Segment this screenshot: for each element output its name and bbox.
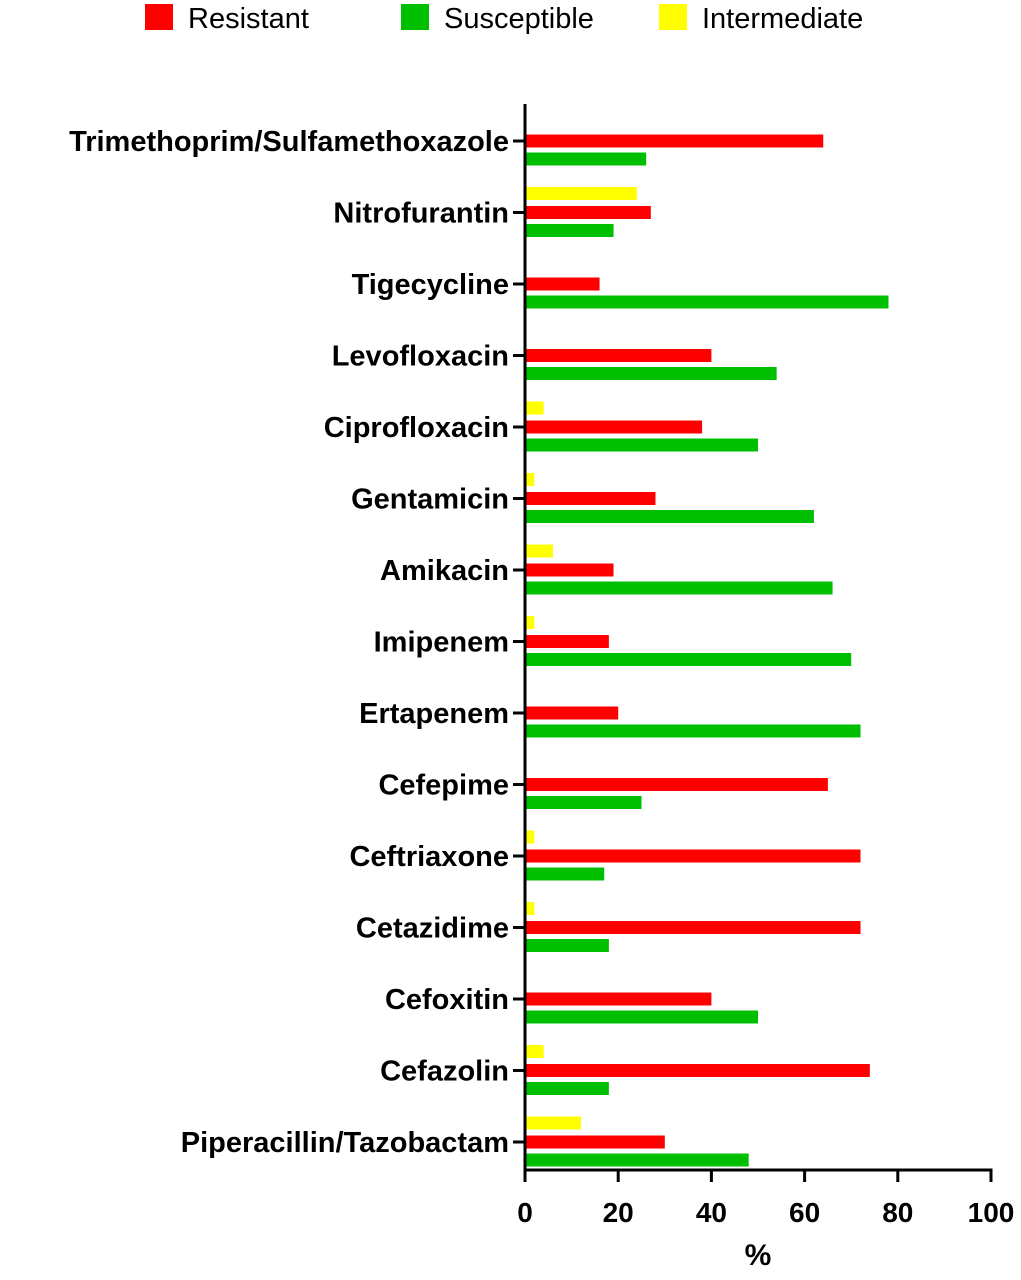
bar-intermediate-cetazidime <box>525 902 535 915</box>
bar-susceptible-levofloxacin <box>525 367 777 380</box>
category-label: Tigecycline <box>352 269 509 301</box>
legend-swatch-resistant <box>145 4 173 30</box>
category-label: Imipenem <box>374 627 509 659</box>
x-tick-label: 100 <box>968 1197 1015 1228</box>
bar-susceptible-gentamicin <box>525 510 814 523</box>
bar-resistant-imipenem <box>525 635 609 648</box>
bar-susceptible-cefazolin <box>525 1082 609 1095</box>
bar-intermediate-amikacin <box>525 544 553 558</box>
bar-susceptible-amikacin <box>525 581 833 595</box>
category-labels: Trimethoprim/Sulfamethoxazole Nitrofurant… <box>69 126 509 1159</box>
legend-label-susceptible: Susceptible <box>444 3 594 35</box>
bar-susceptible-ceftriaxone <box>525 867 605 881</box>
x-tick-label: 40 <box>696 1197 727 1228</box>
bar-intermediate-imipenem <box>525 616 535 629</box>
legend-label-resistant: Resistant <box>188 3 309 35</box>
bar-resistant-ceftriaxone <box>525 849 861 863</box>
category-label: Cefepime <box>378 770 509 802</box>
bar-resistant-nitrofurantin <box>525 206 651 219</box>
category-label: Trimethoprim/Sulfamethoxazole <box>69 126 509 158</box>
x-tick-label: 60 <box>789 1197 820 1228</box>
category-label: Levofloxacin <box>332 341 509 373</box>
bar-resistant-tigecycline <box>525 277 600 291</box>
x-tick-label: 80 <box>882 1197 913 1228</box>
x-tick-label: 20 <box>603 1197 634 1228</box>
x-tick-label: 0 <box>517 1197 533 1228</box>
bar-intermediate-gentamicin <box>525 473 535 486</box>
bar-susceptible-piperacillin-tazobactam <box>525 1153 749 1167</box>
bar-resistant-amikacin <box>525 563 614 577</box>
category-label: Ceftriaxone <box>349 841 509 873</box>
bar-susceptible-tigecycline <box>525 295 889 309</box>
bar-resistant-cefoxitin <box>525 992 712 1006</box>
bar-resistant-cefazolin <box>525 1064 870 1077</box>
bar-intermediate-nitrofurantin <box>525 187 637 200</box>
bar-resistant-ertapenem <box>525 706 619 720</box>
x-axis-title: % <box>745 1239 772 1272</box>
bar-intermediate-ciprofloxacin <box>525 401 544 415</box>
category-label: Nitrofurantin <box>333 198 509 230</box>
bar-intermediate-ceftriaxone <box>525 830 535 844</box>
bar-resistant-trimethoprim-sulfamethoxazole <box>525 134 824 148</box>
category-label: Cefoxitin <box>385 984 509 1016</box>
bar-intermediate-piperacillin-tazobactam <box>525 1116 581 1130</box>
bar-susceptible-ertapenem <box>525 724 861 738</box>
bar-intermediate-cefazolin <box>525 1045 544 1058</box>
bar-resistant-cetazidime <box>525 921 861 934</box>
bar-susceptible-cetazidime <box>525 939 609 952</box>
legend-swatch-intermediate <box>659 4 687 30</box>
bar-group <box>525 134 889 1167</box>
x-ticks: 0 20 40 60 80 100 <box>517 1170 1014 1228</box>
legend-swatch-susceptible <box>401 4 429 30</box>
legend-label-intermediate: Intermediate <box>702 3 863 35</box>
category-label: Ciprofloxacin <box>324 412 509 444</box>
category-label: Piperacillin/Tazobactam <box>181 1127 509 1159</box>
bar-resistant-piperacillin-tazobactam <box>525 1135 665 1149</box>
category-label: Gentamicin <box>351 484 509 516</box>
bar-susceptible-trimethoprim-sulfamethoxazole <box>525 152 647 166</box>
category-label: Amikacin <box>380 555 509 587</box>
category-label: Cefazolin <box>380 1056 509 1088</box>
bar-susceptible-imipenem <box>525 653 852 666</box>
legend: Resistant Susceptible Intermediate <box>145 3 863 35</box>
bar-resistant-cefepime <box>525 778 828 791</box>
bar-resistant-ciprofloxacin <box>525 420 703 434</box>
bar-resistant-gentamicin <box>525 492 656 505</box>
category-label: Ertapenem <box>359 698 509 730</box>
axes <box>513 104 993 1172</box>
bar-susceptible-nitrofurantin <box>525 224 614 237</box>
bar-resistant-levofloxacin <box>525 349 712 362</box>
category-label: Cetazidime <box>356 913 509 945</box>
bar-susceptible-cefoxitin <box>525 1010 758 1024</box>
bar-susceptible-ciprofloxacin <box>525 438 758 452</box>
bar-susceptible-cefepime <box>525 796 642 809</box>
